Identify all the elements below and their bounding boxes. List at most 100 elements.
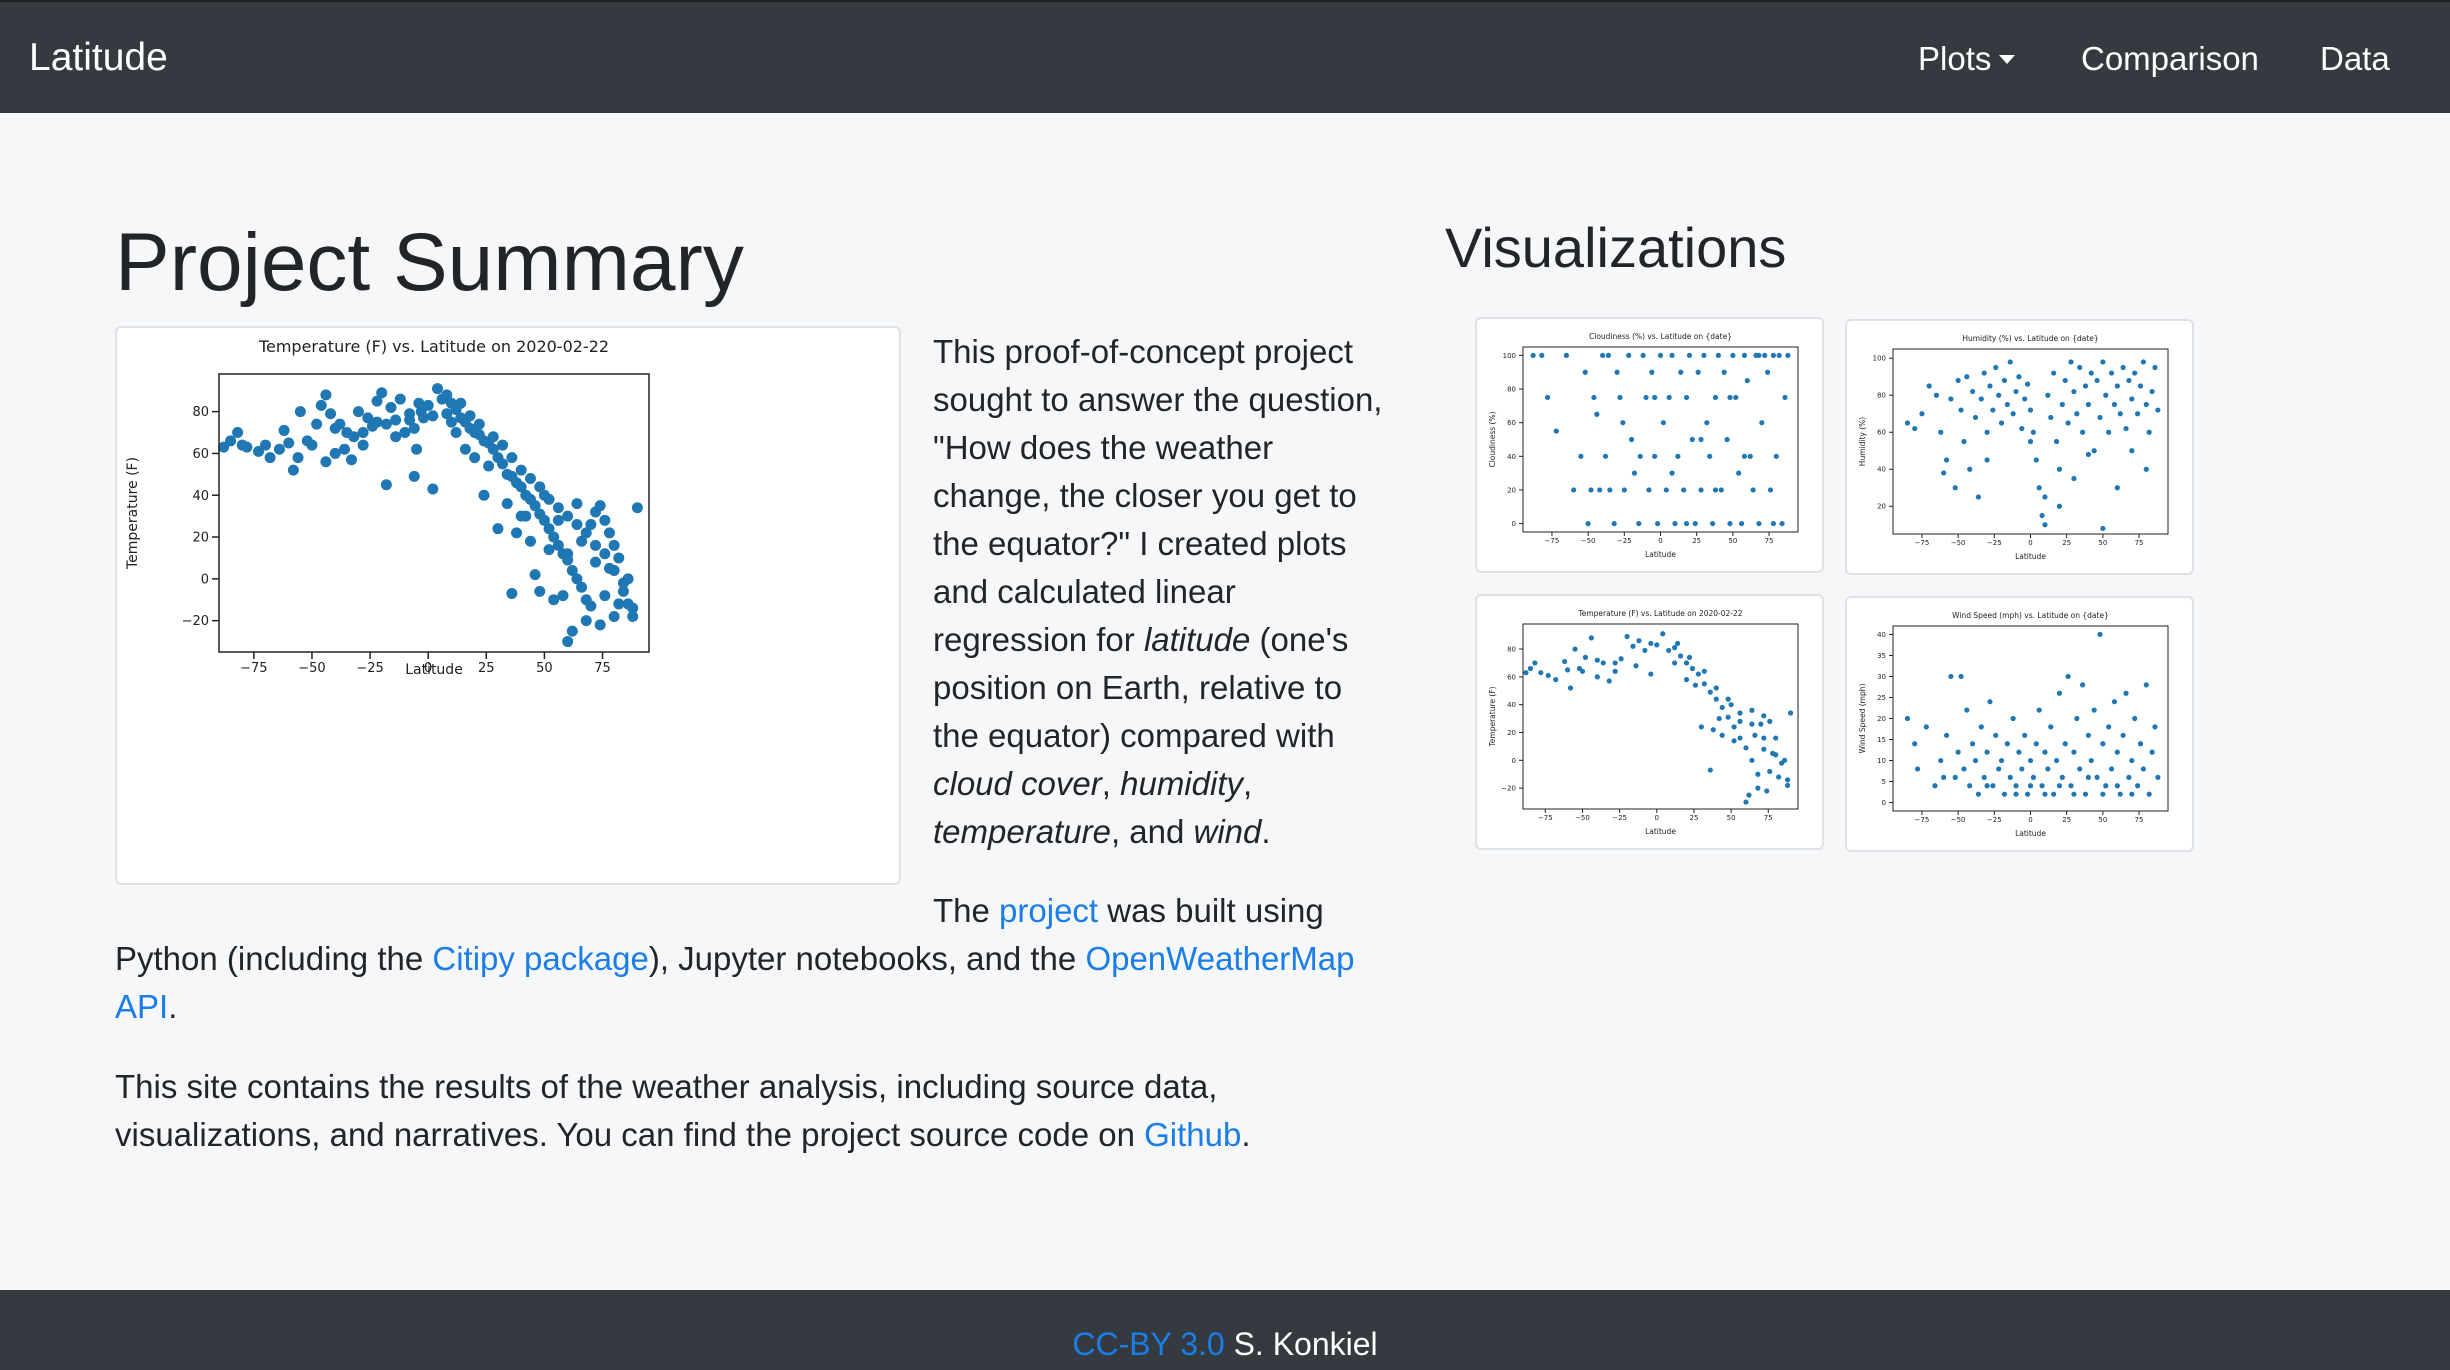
data-point <box>1728 702 1734 708</box>
data-point <box>566 564 578 576</box>
data-point <box>2088 370 2094 376</box>
data-point <box>1545 672 1551 679</box>
data-point <box>2059 774 2065 780</box>
humidity-chart-svg: Humidity (%) vs. Latitude on {date} −75 −5… <box>1858 334 2169 561</box>
x-tick-label: −25 <box>356 661 383 676</box>
data-point <box>1686 654 1693 660</box>
data-point <box>483 460 495 472</box>
data-point <box>1978 396 1984 402</box>
data-point <box>2114 783 2120 789</box>
data-point <box>2111 699 2118 705</box>
data-point <box>1611 520 1617 527</box>
data-point <box>441 389 453 401</box>
data-point <box>1591 394 1597 401</box>
chart-title: Humidity (%) vs. Latitude on {date} <box>1962 334 2098 343</box>
data-point <box>2016 749 2022 755</box>
data-point <box>2129 791 2135 797</box>
data-point <box>1770 352 1776 359</box>
data-point <box>2065 673 2071 680</box>
data-point <box>2097 631 2103 638</box>
data-point <box>1636 638 1642 644</box>
data-point <box>311 418 323 430</box>
data-point <box>394 393 406 405</box>
nav-data[interactable]: Data <box>2320 40 2390 77</box>
data-point <box>1984 457 1990 463</box>
x-tick-label: 75 <box>1764 814 1773 822</box>
data-point <box>459 443 471 455</box>
data-point <box>1984 783 1990 789</box>
text-line: temperature, and wind. <box>933 808 1413 856</box>
x-tick-label: 25 <box>478 661 495 676</box>
data-point <box>2042 494 2048 500</box>
data-point <box>1660 420 1666 426</box>
data-point <box>2056 690 2063 696</box>
thumb-temperature[interactable]: Temperature (F) vs. Latitude on 2020-02-… <box>1475 594 1824 850</box>
data-point <box>511 527 523 539</box>
data-point <box>1572 646 1578 652</box>
data-point <box>524 535 536 547</box>
data-point <box>552 539 564 551</box>
data-point <box>1594 411 1600 417</box>
data-point <box>2106 724 2112 730</box>
data-point <box>422 399 434 411</box>
data-point <box>571 498 583 510</box>
navbar-brand[interactable]: Latitude <box>29 36 168 79</box>
y-tick-label: −20 <box>1501 785 1516 793</box>
y-tick-label: 35 <box>1877 652 1886 660</box>
data-point <box>2126 377 2132 384</box>
openweathermap-api-link[interactable]: API <box>115 988 169 1025</box>
data-point <box>1967 783 1973 789</box>
data-point <box>1749 757 1755 763</box>
citipy-link[interactable]: Citipy package <box>432 940 649 977</box>
data-point <box>473 418 485 430</box>
data-point <box>1579 668 1586 674</box>
data-point <box>557 590 569 602</box>
data-point <box>1600 660 1606 666</box>
data-point <box>1636 520 1642 527</box>
data-point <box>1776 774 1782 780</box>
thumb-humidity[interactable]: Humidity (%) vs. Latitude on {date} −75 −5… <box>1845 319 2194 575</box>
data-point <box>2039 512 2045 519</box>
data-point <box>2027 407 2034 413</box>
text-span: visualizations, and narratives. You can … <box>115 1116 1145 1153</box>
data-point <box>1981 370 1987 376</box>
temperature-chart-svg: Temperature (F) vs. Latitude on 2020-02-… <box>1488 609 1799 836</box>
project-link[interactable]: project <box>999 892 1099 929</box>
github-link[interactable]: Github <box>1144 1116 1242 1153</box>
data-point <box>1737 710 1743 716</box>
text-span: was built using <box>1098 892 1324 929</box>
data-point <box>2111 401 2118 408</box>
y-tick-label: 60 <box>192 447 209 462</box>
text-span: , and <box>1110 813 1194 850</box>
text-line: the equator?" I created plots <box>933 525 1347 562</box>
thumb-cloudiness[interactable]: Cloudiness (%) vs. Latitude on {date} −75… <box>1475 317 1824 573</box>
nav-comparison[interactable]: Comparison <box>2081 40 2259 77</box>
built-using-paragraph: Python (including the Citipy package), J… <box>115 935 1415 1031</box>
data-point <box>1686 352 1693 359</box>
text-span: ), Jupyter notebooks, and the <box>648 940 1086 977</box>
data-point <box>2100 359 2106 365</box>
y-tick-label: 0 <box>1882 799 1886 807</box>
wind-speed-chart-svg: Wind Speed (mph) vs. Latitude on {date} −… <box>1858 611 2169 838</box>
x-tick-label: 75 <box>594 661 611 676</box>
y-tick-label: 0 <box>201 572 209 587</box>
data-point <box>1941 470 1947 476</box>
openweathermap-link[interactable]: OpenWeatherMap <box>1085 940 1355 977</box>
text-span: regression for <box>933 621 1144 658</box>
data-point <box>1948 396 1954 402</box>
data-point <box>2146 429 2152 435</box>
nav-plots-dropdown[interactable]: Plots <box>1918 40 2016 78</box>
data-point <box>1987 383 1993 389</box>
data-point <box>506 587 518 599</box>
y-tick-label: 40 <box>1507 453 1516 461</box>
data-point <box>329 422 341 434</box>
data-point <box>1607 487 1613 493</box>
data-point <box>325 408 337 420</box>
text-line: sought to answer the question, <box>933 381 1383 418</box>
y-tick-label: 80 <box>192 405 209 420</box>
data-point <box>1746 792 1752 798</box>
thumb-wind-speed[interactable]: Wind Speed (mph) vs. Latitude on {date} −… <box>1845 596 2194 852</box>
license-link[interactable]: CC-BY 3.0 <box>1072 1326 1225 1362</box>
data-point <box>1701 668 1707 674</box>
data-point <box>1761 713 1767 719</box>
